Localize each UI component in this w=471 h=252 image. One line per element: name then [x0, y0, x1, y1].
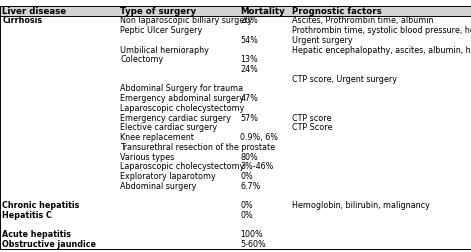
- Text: 0%: 0%: [240, 172, 253, 181]
- Text: 0.9%, 6%: 0.9%, 6%: [240, 133, 278, 142]
- Text: Hemoglobin, bilirubin, malignancy: Hemoglobin, bilirubin, malignancy: [292, 201, 430, 210]
- Text: Acute hepatitis: Acute hepatitis: [2, 230, 71, 239]
- Text: Abdominal Surgery for trauma: Abdominal Surgery for trauma: [120, 84, 243, 93]
- Text: Exploratory laparotomy: Exploratory laparotomy: [120, 172, 216, 181]
- Text: Hepatitis C: Hepatitis C: [2, 211, 52, 220]
- Text: Obstructive jaundice: Obstructive jaundice: [2, 240, 97, 249]
- Text: Prognostic factors: Prognostic factors: [292, 7, 382, 16]
- Text: 20%: 20%: [240, 16, 258, 25]
- Text: Umbilical hernioraphy: Umbilical hernioraphy: [120, 46, 209, 55]
- Text: 47%: 47%: [240, 94, 258, 103]
- Text: Abdominal surgery: Abdominal surgery: [120, 182, 196, 191]
- Text: Urgent surgery: Urgent surgery: [292, 36, 353, 45]
- Bar: [0, 6, 471, 16]
- Text: 54%: 54%: [240, 36, 258, 45]
- Text: Peptic Ulcer Surgery: Peptic Ulcer Surgery: [120, 26, 203, 35]
- Text: CTP score, Urgent surgery: CTP score, Urgent surgery: [292, 75, 397, 84]
- Text: Emergency cardiac surgery: Emergency cardiac surgery: [120, 114, 231, 123]
- Text: 5-60%: 5-60%: [240, 240, 266, 249]
- Text: Laparoscopic cholecystectomy: Laparoscopic cholecystectomy: [120, 104, 244, 113]
- Text: Prothrombin time, systolic blood pressure, hemoglobin: Prothrombin time, systolic blood pressur…: [292, 26, 471, 35]
- Text: Emergency abdominal surgery: Emergency abdominal surgery: [120, 94, 244, 103]
- Text: Type of surgery: Type of surgery: [120, 7, 196, 16]
- Text: 100%: 100%: [240, 230, 263, 239]
- Text: Transurethral resection of the prostate: Transurethral resection of the prostate: [120, 143, 275, 152]
- Text: Liver disease: Liver disease: [2, 7, 66, 16]
- Text: Non laparoscopic billiary surgery: Non laparoscopic billiary surgery: [120, 16, 252, 25]
- Text: Various types: Various types: [120, 152, 174, 162]
- Text: 0%: 0%: [240, 211, 253, 220]
- Text: Colectomy: Colectomy: [120, 55, 163, 64]
- Text: 24%: 24%: [240, 65, 258, 74]
- Text: 3%-46%: 3%-46%: [240, 162, 274, 171]
- Text: 57%: 57%: [240, 114, 258, 123]
- Text: Elective cardiac surgery: Elective cardiac surgery: [120, 123, 217, 132]
- Text: 13%: 13%: [240, 55, 258, 64]
- Text: 80%: 80%: [240, 152, 258, 162]
- Text: Hepatic encephalopathy, ascites, albumin, hemoglobin: Hepatic encephalopathy, ascites, albumin…: [292, 46, 471, 55]
- Text: Cirrhosis: Cirrhosis: [2, 16, 42, 25]
- Text: Chronic hepatitis: Chronic hepatitis: [2, 201, 80, 210]
- Text: Laparoscopic cholecystectomy: Laparoscopic cholecystectomy: [120, 162, 244, 171]
- Text: Mortality: Mortality: [240, 7, 285, 16]
- Text: 6.7%: 6.7%: [240, 182, 260, 191]
- Text: Knee replacement: Knee replacement: [120, 133, 194, 142]
- Text: Ascites, Prothrombin time, albumin: Ascites, Prothrombin time, albumin: [292, 16, 433, 25]
- Text: CTP score: CTP score: [292, 114, 332, 123]
- Text: CTP Score: CTP Score: [292, 123, 333, 132]
- Text: 0%: 0%: [240, 201, 253, 210]
